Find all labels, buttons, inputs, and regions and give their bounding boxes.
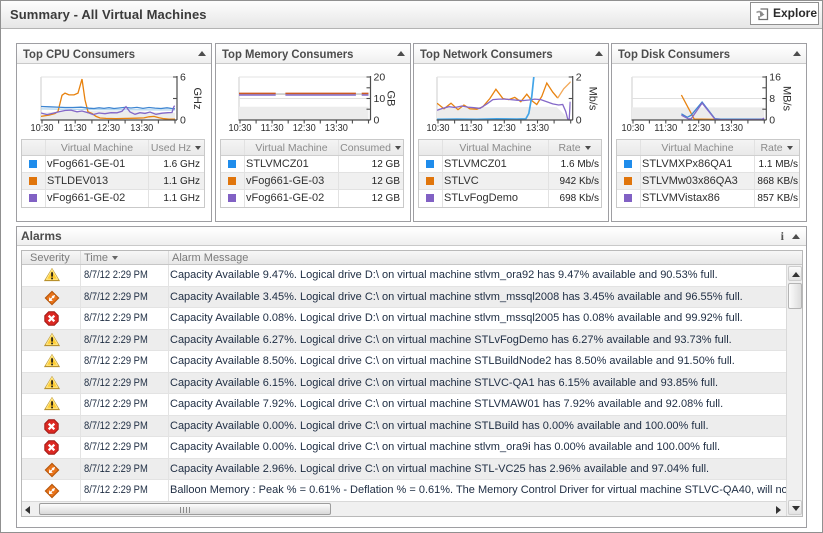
svg-text:11:30: 11:30 xyxy=(654,122,677,134)
svg-text:0: 0 xyxy=(769,115,775,127)
svg-text:12:30: 12:30 xyxy=(687,122,710,134)
svg-text:MB/s: MB/s xyxy=(780,86,792,112)
svg-text:16: 16 xyxy=(769,72,781,84)
svg-text:2: 2 xyxy=(576,72,582,84)
svg-text:12:30: 12:30 xyxy=(293,122,316,134)
svg-text:10:30: 10:30 xyxy=(31,122,54,134)
svg-text:11:30: 11:30 xyxy=(261,122,284,134)
svg-text:10:30: 10:30 xyxy=(229,122,252,134)
svg-text:10:30: 10:30 xyxy=(427,122,450,134)
svg-text:10: 10 xyxy=(374,93,386,105)
svg-text:Mb/s: Mb/s xyxy=(587,87,599,111)
svg-text:12:30: 12:30 xyxy=(97,122,120,134)
svg-text:13:30: 13:30 xyxy=(130,122,153,134)
svg-text:11:30: 11:30 xyxy=(64,122,87,134)
svg-text:0: 0 xyxy=(576,115,582,127)
svg-text:10:30: 10:30 xyxy=(622,122,645,134)
svg-text:12:30: 12:30 xyxy=(493,122,516,134)
svg-text:20: 20 xyxy=(374,72,386,84)
svg-text:6: 6 xyxy=(180,72,186,84)
svg-text:GHz: GHz xyxy=(191,88,203,110)
svg-text:13:30: 13:30 xyxy=(526,122,549,134)
svg-text:0: 0 xyxy=(374,115,380,127)
svg-text:8: 8 xyxy=(769,93,775,105)
svg-text:0: 0 xyxy=(180,115,186,127)
svg-text:13:30: 13:30 xyxy=(720,122,743,134)
svg-text:11:30: 11:30 xyxy=(460,122,483,134)
svg-text:13:30: 13:30 xyxy=(325,122,348,134)
svg-text:GB: GB xyxy=(385,91,397,107)
